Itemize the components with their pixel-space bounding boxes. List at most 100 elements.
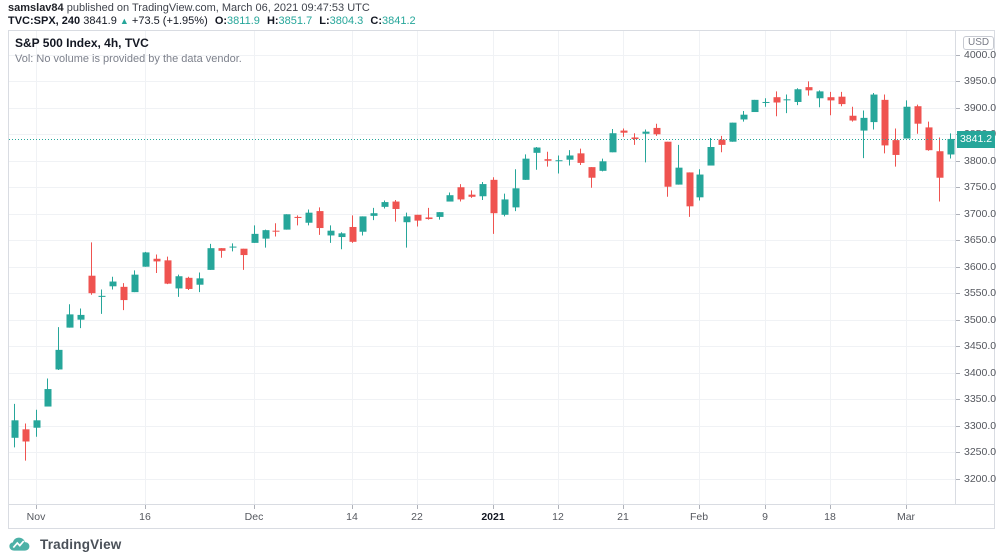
price-tick-mark — [956, 214, 960, 215]
price-axis-label: 3950.0 — [964, 75, 997, 87]
up-triangle-icon: ▲ — [119, 16, 129, 26]
time-tick-mark — [254, 505, 255, 509]
price-axis-label: 3900.0 — [964, 102, 997, 114]
candle-body — [773, 97, 781, 103]
time-tick-mark — [493, 505, 494, 509]
candle-body — [522, 158, 530, 180]
candle-body — [599, 161, 607, 171]
candle-body — [316, 211, 324, 229]
candle-body — [88, 275, 96, 294]
candle-body — [860, 117, 868, 131]
time-axis-label: 22 — [411, 511, 423, 523]
price-tick-mark — [956, 479, 960, 480]
candle-body — [142, 252, 150, 267]
last-price: 3841.9 — [83, 15, 117, 27]
candle-body — [762, 101, 770, 103]
candle-body — [185, 277, 193, 289]
time-axis-label: Feb — [689, 511, 709, 523]
candle-body — [490, 179, 498, 214]
candle-body — [109, 281, 117, 287]
candle-body — [631, 137, 639, 140]
price-tick-mark — [956, 240, 960, 241]
price-change: +73.5 (+1.95%) — [131, 15, 208, 27]
price-axis-label: 3550.0 — [964, 287, 997, 299]
candle-body — [392, 201, 400, 209]
candle-body — [544, 159, 552, 161]
candle-body — [718, 139, 726, 145]
time-tick-mark — [417, 505, 418, 509]
candle-body — [501, 199, 509, 215]
price-tick-mark — [956, 426, 960, 427]
footer: TradingView — [8, 536, 121, 553]
price-tick-mark — [956, 108, 960, 109]
candle-body — [414, 214, 422, 221]
candle-body — [403, 216, 411, 223]
price-tick-mark — [956, 187, 960, 188]
candle-body — [196, 278, 204, 285]
candle-body — [359, 216, 367, 232]
candle-body — [675, 167, 683, 185]
low-value: 3804.3 — [329, 15, 364, 27]
candle-body — [98, 295, 106, 297]
brand-name[interactable]: TradingView — [40, 537, 122, 552]
candle-body — [120, 286, 128, 301]
candle-body — [849, 115, 857, 121]
candle-body — [425, 217, 433, 220]
time-tick-mark — [699, 505, 700, 509]
price-tick-mark — [956, 267, 960, 268]
candle-body — [805, 87, 813, 91]
chart-plot-area[interactable]: S&P 500 Index, 4h, TVC Vol: No volume is… — [9, 31, 955, 504]
candle-body — [175, 276, 183, 289]
candle-body — [381, 202, 389, 207]
price-tick-mark — [956, 161, 960, 162]
chart-frame: S&P 500 Index, 4h, TVC Vol: No volume is… — [8, 30, 997, 529]
currency-badge: USD — [963, 36, 995, 50]
quote-line: TVC:SPX, 240 3841.9 ▲ +73.5 (+1.95%) O:3… — [8, 15, 416, 27]
price-axis[interactable]: USD 3841.2 4000.03950.03900.03850.03800.… — [955, 31, 997, 504]
price-tick-mark — [956, 399, 960, 400]
price-tick-mark — [956, 320, 960, 321]
candle-body — [33, 420, 41, 428]
candle-body — [131, 274, 139, 293]
candle-body — [327, 230, 335, 236]
candle-body — [218, 248, 226, 251]
symbol-interval: TVC:SPX, 240 — [8, 15, 81, 27]
candle-body — [609, 133, 617, 153]
candle-body — [207, 248, 215, 270]
candle-body — [892, 140, 900, 155]
time-axis-label: 12 — [552, 511, 564, 523]
candle-body — [153, 258, 161, 262]
price-axis-label: 3350.0 — [964, 393, 997, 405]
candle-body — [827, 97, 835, 101]
candle-body — [707, 146, 715, 166]
time-axis-label: 16 — [139, 511, 151, 523]
candle-body — [751, 99, 759, 113]
candle-body — [783, 99, 791, 101]
price-axis-label: 3800.0 — [964, 155, 997, 167]
time-tick-mark — [36, 505, 37, 509]
candle-body — [436, 212, 444, 217]
time-axis[interactable]: Nov 16 Dec 14 22 2021 12 21 Feb 9 18 Mar — [9, 504, 994, 528]
candlestick-chart[interactable] — [9, 31, 955, 504]
time-tick-mark — [830, 505, 831, 509]
candle-body — [838, 96, 846, 105]
candle-body — [566, 155, 574, 160]
price-axis-label: 3200.0 — [964, 473, 997, 485]
time-axis-label: Mar — [896, 511, 916, 523]
candle-body — [22, 429, 30, 442]
candle-body — [533, 147, 541, 153]
price-tick-mark — [956, 81, 960, 82]
candle-body — [251, 233, 259, 243]
candle-body — [577, 153, 585, 163]
candle-body — [512, 188, 520, 208]
tradingview-logo-icon[interactable] — [8, 536, 34, 553]
low-label: L: — [319, 15, 330, 27]
time-axis-label: 18 — [824, 511, 836, 523]
candle-body — [740, 114, 748, 120]
price-axis-label: 3750.0 — [964, 181, 997, 193]
candle-body — [729, 122, 737, 142]
candle-body — [881, 99, 889, 146]
candle-body — [664, 141, 672, 187]
candle-body — [870, 94, 878, 123]
